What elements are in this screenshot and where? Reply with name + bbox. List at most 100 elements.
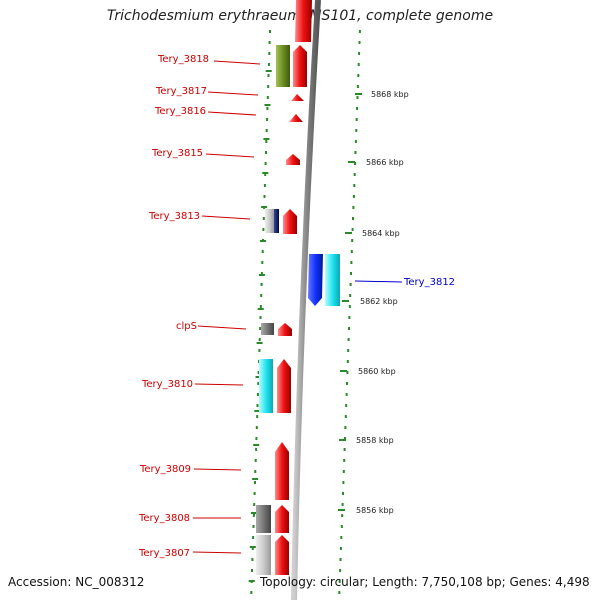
outer-guide-dot bbox=[267, 74, 270, 77]
tick-label: 5856 kbp bbox=[356, 506, 394, 515]
minor-tick bbox=[262, 172, 269, 174]
inner-guide-dot bbox=[339, 569, 342, 572]
inner-guide-dot bbox=[352, 217, 354, 220]
outer-guide-dot bbox=[256, 393, 259, 396]
gene-arrow-tery-3818[interactable] bbox=[293, 45, 307, 87]
gene-arrow-tery-3808[interactable] bbox=[275, 505, 289, 533]
gene-arrow-clps[interactable] bbox=[278, 323, 292, 336]
gene-block-clps[interactable] bbox=[261, 323, 274, 335]
gene-arrow-tery-3810[interactable] bbox=[277, 359, 291, 413]
outer-guide-dot bbox=[252, 525, 255, 528]
outer-guide-dot bbox=[267, 85, 270, 88]
inner-guide-dot bbox=[338, 591, 341, 594]
outer-guide-dot bbox=[266, 118, 269, 121]
outer-guide-dot bbox=[265, 151, 267, 154]
gene-block-tery-3807[interactable] bbox=[256, 535, 271, 575]
outer-guide-dot bbox=[255, 448, 258, 451]
outer-guide-dot bbox=[257, 371, 260, 374]
gene-leader-lines bbox=[192, 60, 403, 554]
inner-guide-dot bbox=[353, 173, 356, 176]
outer-guide-dot bbox=[264, 162, 267, 165]
gene-block-tery-3812-cyan[interactable] bbox=[325, 254, 340, 306]
gene-block-tery-3810[interactable] bbox=[259, 359, 273, 413]
gene-label-tery-3817[interactable]: Tery_3817 bbox=[155, 86, 207, 97]
gene-block-tery-3808[interactable] bbox=[256, 505, 271, 533]
outer-guide-dot bbox=[267, 63, 270, 66]
minor-tick bbox=[257, 308, 264, 310]
gene-label-tery-3816[interactable]: Tery_3816 bbox=[154, 106, 206, 117]
outer-guide-dot bbox=[251, 547, 254, 550]
outer-guide-dot bbox=[269, 30, 271, 33]
inner-guide-dot bbox=[357, 63, 360, 66]
inner-guide-dot bbox=[345, 393, 348, 396]
inner-guide-dot bbox=[357, 74, 360, 77]
minor-ticks bbox=[248, 70, 272, 582]
minor-tick bbox=[250, 512, 257, 514]
inner-guide-dot bbox=[341, 514, 344, 517]
gene-arrow-tery-3807[interactable] bbox=[275, 535, 289, 575]
gene-label-clps[interactable]: clpS bbox=[176, 321, 197, 332]
gene-block-tery-3813-navy[interactable] bbox=[274, 209, 279, 233]
outer-guide-dot bbox=[260, 283, 263, 286]
genome-summary-text: Topology: circular; Length: 7,750,108 bp… bbox=[260, 575, 590, 589]
gene-arrow-tery-3815[interactable] bbox=[286, 154, 300, 165]
dotted-guide-arcs bbox=[250, 30, 361, 594]
outer-guide-dot bbox=[268, 52, 271, 55]
inner-guide-dot bbox=[339, 547, 342, 550]
outer-guide-dot bbox=[251, 558, 254, 561]
outer-guide-dot bbox=[255, 426, 258, 429]
inner-guide-dot bbox=[356, 107, 359, 110]
gene-block-tery-3818[interactable] bbox=[276, 45, 290, 87]
minor-tick bbox=[248, 580, 255, 582]
gene-arrow-tery-3816[interactable] bbox=[289, 114, 303, 122]
gene-label-tery-3818[interactable]: Tery_3818 bbox=[157, 54, 209, 65]
inner-guide-dot bbox=[354, 151, 357, 154]
tick-label: 5862 kbp bbox=[360, 297, 398, 306]
inner-guide-dot bbox=[344, 415, 347, 418]
gene-arrow-tery-3817[interactable] bbox=[291, 94, 304, 101]
inner-guide-dot bbox=[345, 404, 348, 407]
tick-label: 5860 kbp bbox=[358, 367, 396, 376]
gene-label-tery-3813[interactable]: Tery_3813 bbox=[148, 211, 200, 222]
inner-guide-dot bbox=[342, 470, 345, 473]
outer-guide-dot bbox=[253, 492, 256, 495]
gene-label-tery-3809[interactable]: Tery_3809 bbox=[139, 464, 191, 475]
gene-label-tery-3812[interactable]: Tery_3812 bbox=[403, 277, 455, 288]
outer-guide-dot bbox=[260, 272, 263, 275]
gene-arrow-tery-3809[interactable] bbox=[275, 442, 289, 500]
inner-guide-dot bbox=[340, 525, 343, 528]
inner-guide-dot bbox=[339, 558, 342, 561]
outer-guide-dot bbox=[259, 305, 262, 308]
outer-guide-dot bbox=[264, 173, 267, 176]
gene-label-tery-3815[interactable]: Tery_3815 bbox=[151, 148, 203, 159]
outer-guide-dot bbox=[255, 437, 258, 440]
outer-guide-dot bbox=[265, 129, 268, 132]
minor-tick bbox=[253, 444, 260, 446]
gene-arrow-top[interactable] bbox=[295, 0, 312, 42]
inner-guide-dot bbox=[348, 305, 351, 308]
gene-arrow-tery-3812[interactable] bbox=[308, 254, 323, 306]
gene-label-tery-3807[interactable]: Tery_3807 bbox=[138, 548, 190, 559]
gene-label-tery-3808[interactable]: Tery_3808 bbox=[138, 513, 190, 524]
inner-guide-dot bbox=[340, 536, 343, 539]
minor-tick bbox=[252, 478, 259, 480]
inner-guide-dot bbox=[351, 228, 354, 231]
inner-guide-dot bbox=[350, 250, 353, 253]
outer-guide-dot bbox=[261, 261, 264, 264]
inner-guide-dot bbox=[338, 580, 341, 583]
gene-arrow-tery-3813[interactable] bbox=[283, 209, 297, 234]
gene-block-tery-3813-light[interactable] bbox=[265, 209, 274, 233]
inner-guide-dot bbox=[349, 294, 352, 297]
inner-guide-dot bbox=[346, 360, 349, 363]
inner-guide-dot bbox=[347, 338, 350, 341]
outer-guide-dot bbox=[266, 96, 269, 99]
outer-guide-dot bbox=[258, 338, 261, 341]
inner-guide-dot bbox=[356, 96, 359, 99]
outer-guide-dot bbox=[256, 415, 259, 418]
inner-guide-dot bbox=[341, 503, 344, 506]
outer-guide-dot bbox=[254, 470, 257, 473]
outer-guide-dot bbox=[251, 569, 253, 572]
gene-label-tery-3810[interactable]: Tery_3810 bbox=[141, 379, 193, 390]
inner-guide-dot bbox=[350, 261, 353, 264]
